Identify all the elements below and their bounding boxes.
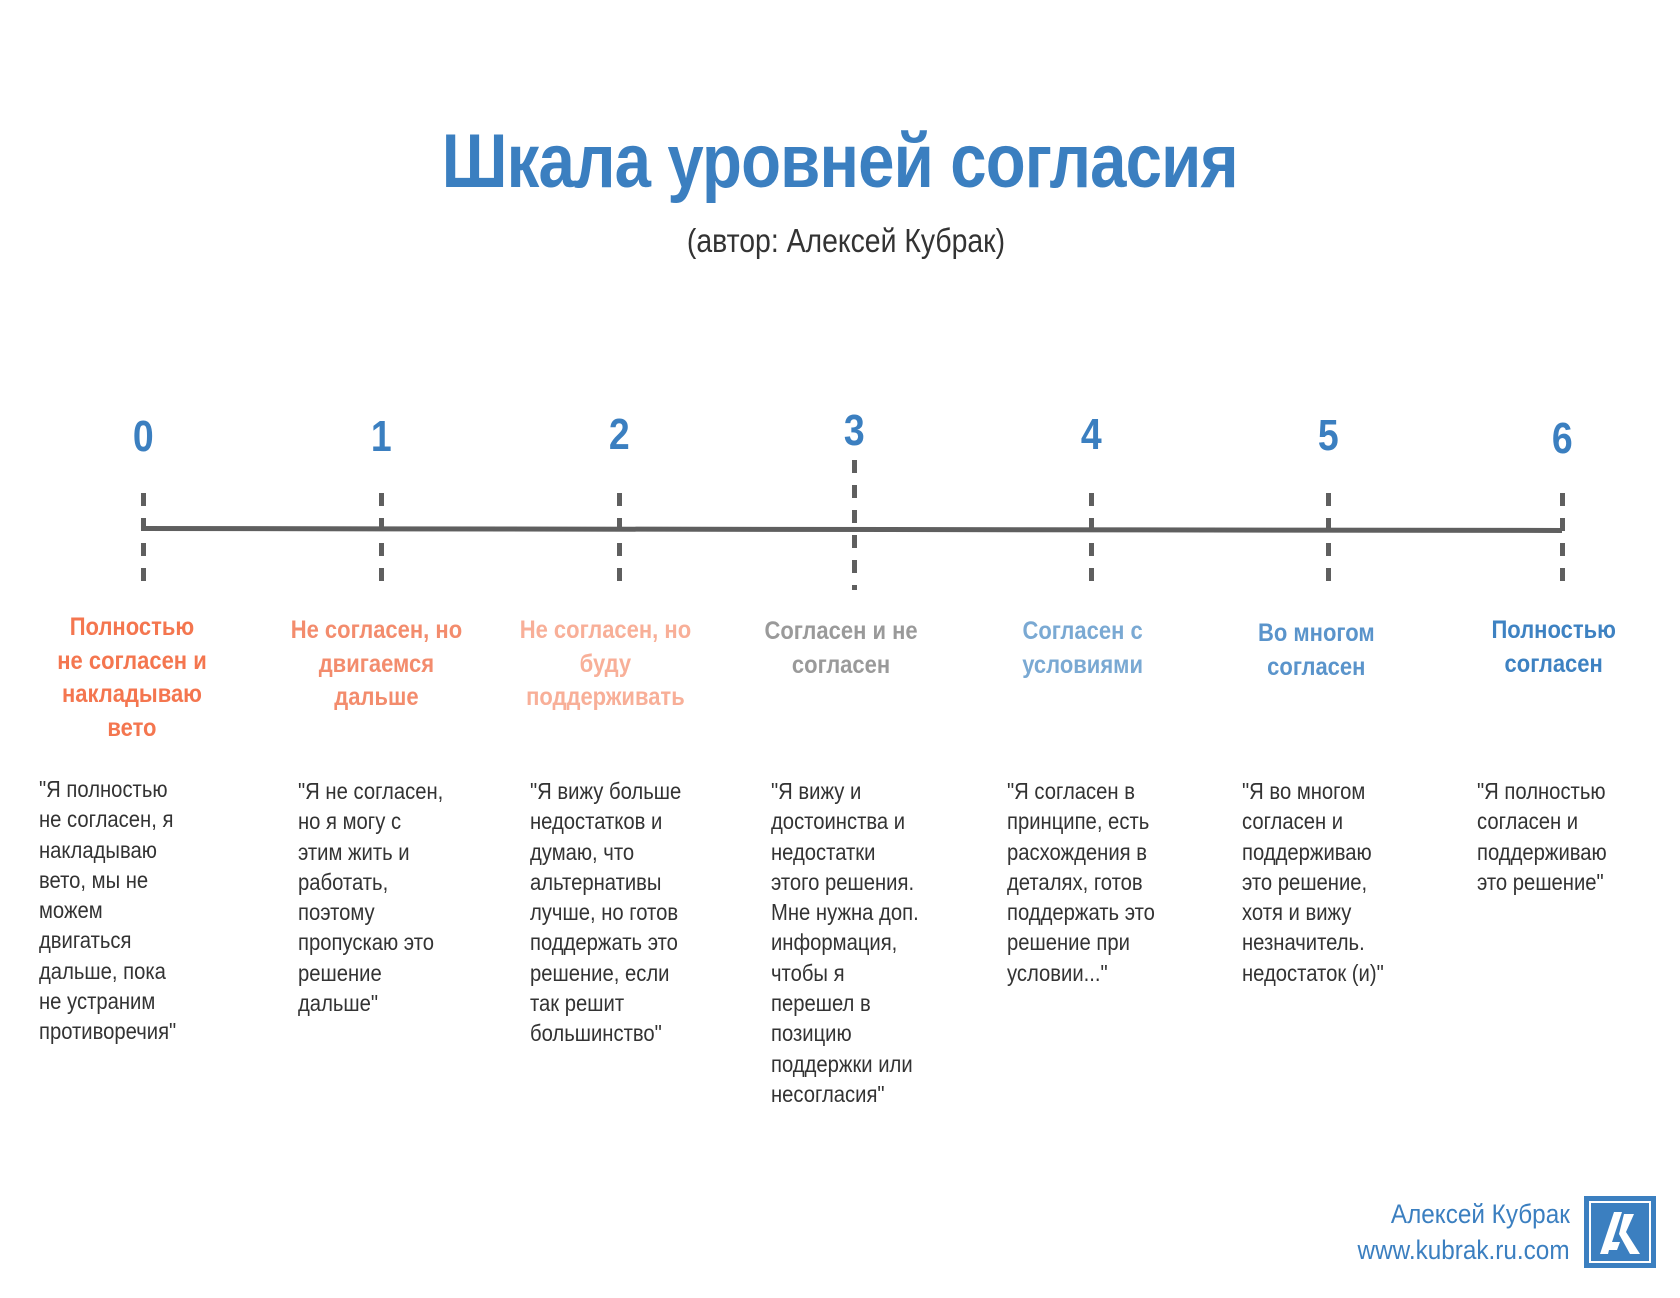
level-label-4: Согласен с условиями	[1022, 617, 1144, 679]
level-label-1: Не согласен, но двигаемся дальше	[290, 616, 462, 711]
level-label-2: Не согласен, но буду поддерживать	[519, 616, 691, 711]
level-number-2: 2	[608, 410, 630, 459]
level-label-3: Согласен и не согласен	[764, 617, 918, 679]
footer-author: Алексей Кубрак	[1391, 1199, 1570, 1229]
level-number-6: 6	[1551, 414, 1573, 463]
level-label-6: Полностью согласен	[1491, 616, 1617, 678]
tick-2	[617, 493, 622, 593]
tick-5	[1326, 493, 1331, 593]
page-title: Шкала уровней согласия	[0, 118, 1680, 205]
ak-logo-icon	[1584, 1196, 1656, 1268]
level-quote-5: "Я во многом согласен и поддерживаю это …	[1242, 778, 1384, 986]
level-quote-0: "Я полностью не согласен, я накладываю в…	[39, 776, 177, 1045]
tick-1	[379, 493, 384, 593]
subtitle-text: (автор: Алексей Кубрак)	[686, 222, 1006, 259]
tick-3	[852, 460, 857, 590]
title-text: Шкала уровней согласия	[442, 119, 1239, 204]
level-label-0: Полностью не согласен и накладываю вето	[57, 613, 207, 742]
tick-0	[141, 493, 146, 593]
tick-6	[1560, 493, 1565, 593]
level-quote-3: "Я вижу и достоинства и недостатки этого…	[771, 778, 919, 1107]
level-number-1: 1	[370, 412, 392, 461]
level-label-5: Во многом согласен	[1257, 619, 1375, 681]
level-number-5: 5	[1317, 411, 1339, 460]
level-number-3: 3	[843, 406, 865, 455]
tick-4	[1089, 493, 1094, 593]
level-number-0: 0	[132, 412, 154, 461]
footer-website[interactable]: www.kubrak.ru.com	[1357, 1235, 1570, 1265]
page-subtitle: (автор: Алексей Кубрак)	[0, 222, 1680, 260]
level-quote-2: "Я вижу больше недостатков и думаю, что …	[530, 778, 682, 1047]
level-quote-1: "Я не согласен, но я могу с этим жить и …	[298, 778, 444, 1017]
level-quote-4: "Я согласен в принципе, есть расхождения…	[1007, 778, 1155, 986]
footer-credits: Алексей Кубрак www.kubrak.ru.com	[1334, 1196, 1570, 1268]
level-number-4: 4	[1080, 410, 1102, 459]
level-quote-6: "Я полностью согласен и поддерживаю это …	[1477, 778, 1607, 895]
